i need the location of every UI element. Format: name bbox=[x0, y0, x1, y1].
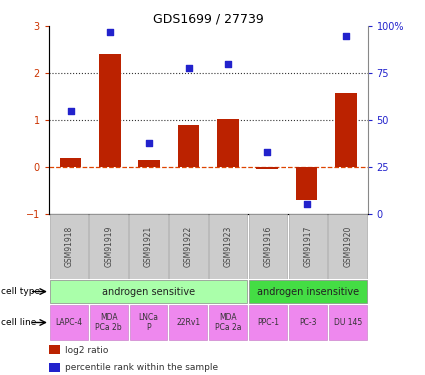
Bar bbox=[60, 158, 81, 167]
Text: PC-3: PC-3 bbox=[299, 318, 317, 327]
FancyBboxPatch shape bbox=[169, 214, 207, 279]
FancyBboxPatch shape bbox=[90, 305, 128, 340]
Text: LAPC-4: LAPC-4 bbox=[55, 318, 82, 327]
FancyBboxPatch shape bbox=[289, 214, 327, 279]
Point bbox=[343, 33, 349, 39]
FancyBboxPatch shape bbox=[49, 214, 88, 279]
Text: GSM91919: GSM91919 bbox=[104, 226, 113, 267]
Text: MDA
PCa 2a: MDA PCa 2a bbox=[215, 313, 241, 332]
Point bbox=[185, 64, 192, 70]
FancyBboxPatch shape bbox=[130, 305, 167, 340]
Bar bbox=[217, 119, 239, 167]
Text: 22Rv1: 22Rv1 bbox=[176, 318, 201, 327]
FancyBboxPatch shape bbox=[50, 305, 88, 340]
Text: androgen insensitive: androgen insensitive bbox=[257, 286, 359, 297]
Point bbox=[146, 140, 153, 146]
Text: LNCa
P: LNCa P bbox=[139, 313, 159, 332]
Text: MDA
PCa 2b: MDA PCa 2b bbox=[95, 313, 122, 332]
FancyBboxPatch shape bbox=[329, 305, 367, 340]
Bar bbox=[178, 124, 199, 167]
Bar bbox=[49, 345, 60, 354]
Text: GSM91918: GSM91918 bbox=[64, 226, 73, 267]
Text: GSM91916: GSM91916 bbox=[264, 226, 272, 267]
FancyBboxPatch shape bbox=[249, 305, 287, 340]
Text: PPC-1: PPC-1 bbox=[257, 318, 279, 327]
Text: cell type: cell type bbox=[1, 287, 40, 296]
Bar bbox=[335, 93, 357, 167]
Text: GSM91917: GSM91917 bbox=[303, 226, 312, 267]
Point bbox=[303, 201, 310, 207]
Text: cell line: cell line bbox=[1, 318, 36, 327]
Bar bbox=[296, 167, 317, 200]
FancyBboxPatch shape bbox=[329, 214, 367, 279]
FancyBboxPatch shape bbox=[249, 280, 367, 303]
Text: log2 ratio: log2 ratio bbox=[65, 346, 108, 355]
Bar bbox=[49, 363, 60, 372]
FancyBboxPatch shape bbox=[249, 214, 287, 279]
Point bbox=[224, 61, 231, 67]
Point bbox=[67, 108, 74, 114]
FancyBboxPatch shape bbox=[169, 305, 207, 340]
FancyBboxPatch shape bbox=[209, 305, 247, 340]
Text: androgen sensitive: androgen sensitive bbox=[102, 286, 195, 297]
Point bbox=[107, 29, 113, 35]
FancyBboxPatch shape bbox=[209, 214, 247, 279]
FancyBboxPatch shape bbox=[129, 214, 168, 279]
Point bbox=[264, 149, 271, 155]
Text: GSM91922: GSM91922 bbox=[184, 226, 193, 267]
Text: GSM91923: GSM91923 bbox=[224, 226, 232, 267]
Text: percentile rank within the sample: percentile rank within the sample bbox=[65, 363, 218, 372]
Title: GDS1699 / 27739: GDS1699 / 27739 bbox=[153, 12, 264, 25]
Bar bbox=[256, 167, 278, 169]
FancyBboxPatch shape bbox=[89, 214, 128, 279]
Text: GSM91920: GSM91920 bbox=[343, 226, 352, 267]
Text: GSM91921: GSM91921 bbox=[144, 226, 153, 267]
FancyBboxPatch shape bbox=[289, 305, 327, 340]
FancyBboxPatch shape bbox=[50, 280, 247, 303]
Bar bbox=[139, 160, 160, 167]
Text: DU 145: DU 145 bbox=[334, 318, 362, 327]
Bar bbox=[99, 54, 121, 167]
